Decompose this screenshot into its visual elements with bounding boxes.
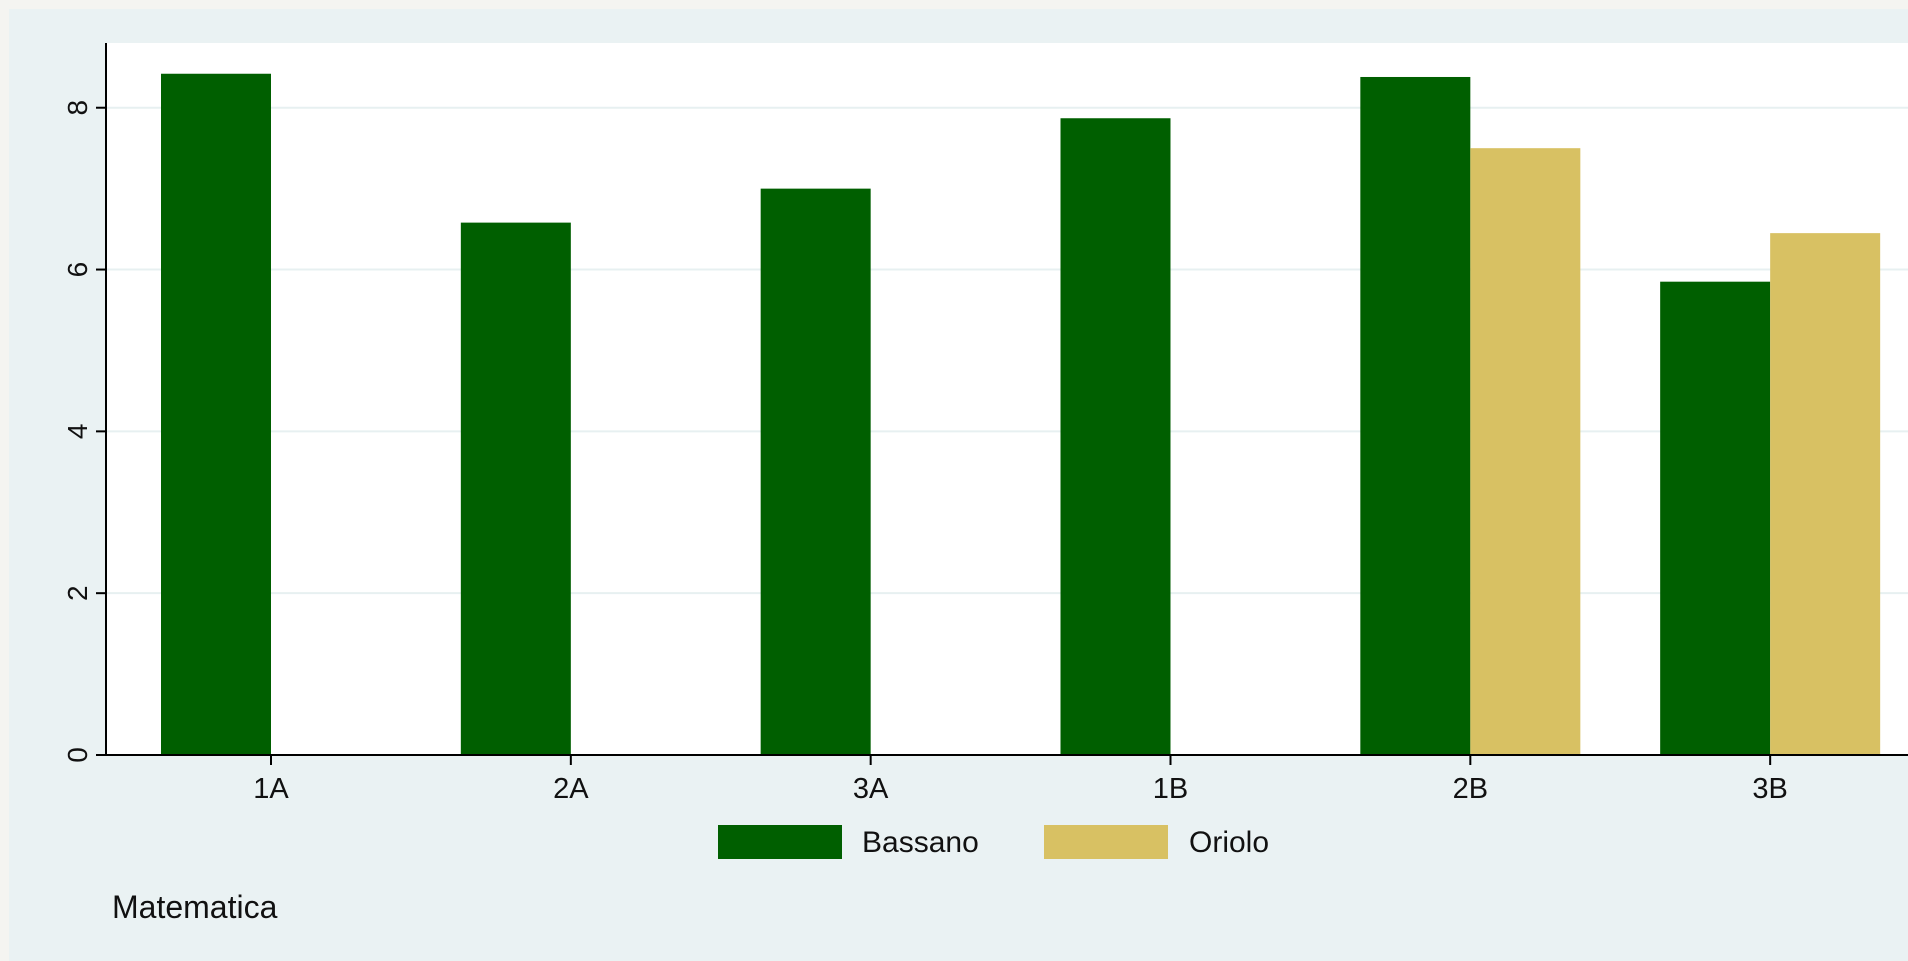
x-tick-label: 2B (1453, 773, 1488, 805)
y-tick-label: 8 (62, 100, 93, 116)
gridlines (106, 106, 1908, 595)
x-tick-label: 3B (1752, 773, 1787, 805)
bar-bassano-1b (1060, 118, 1171, 755)
bar-bassano-1a (161, 73, 271, 755)
bar-bassano-3a (760, 188, 871, 756)
x-tick-label: 1A (253, 773, 289, 805)
chart-note: Matematica (112, 889, 278, 925)
y-tick-label: 2 (62, 585, 93, 601)
legend-swatch-oriolo (1044, 825, 1168, 859)
legend-label-bassano: Bassano (862, 826, 979, 859)
bar-oriolo-3b (1770, 233, 1881, 756)
legend-label-oriolo: Oriolo (1189, 826, 1269, 859)
legend: Bassano Oriolo (718, 825, 1269, 859)
bar-chart: 0 2 4 6 8 1A 2A 3A 1B 2B 3B Bassano Oriolo Matemati… (62, 43, 1908, 925)
y-tick-label: 0 (62, 747, 93, 763)
y-tick-label: 6 (62, 262, 93, 278)
bars (161, 73, 1881, 756)
x-tick-label: 3A (853, 773, 889, 805)
y-tick-label: 4 (62, 424, 93, 440)
axes: 0 2 4 6 8 1A 2A 3A 1B 2B 3B (62, 43, 1908, 805)
chart-panel: 0 2 4 6 8 1A 2A 3A 1B 2B 3B Bassano Oriolo Matemati… (9, 9, 1908, 961)
x-tick-label: 2A (553, 773, 589, 805)
x-tick-label: 1B (1153, 773, 1188, 805)
bar-bassano-2a (460, 222, 571, 756)
bar-oriolo-2b (1470, 148, 1581, 755)
bar-bassano-2b (1360, 76, 1471, 756)
plot-background (106, 43, 1908, 755)
bar-bassano-3b (1660, 281, 1771, 755)
legend-swatch-bassano (718, 825, 842, 859)
